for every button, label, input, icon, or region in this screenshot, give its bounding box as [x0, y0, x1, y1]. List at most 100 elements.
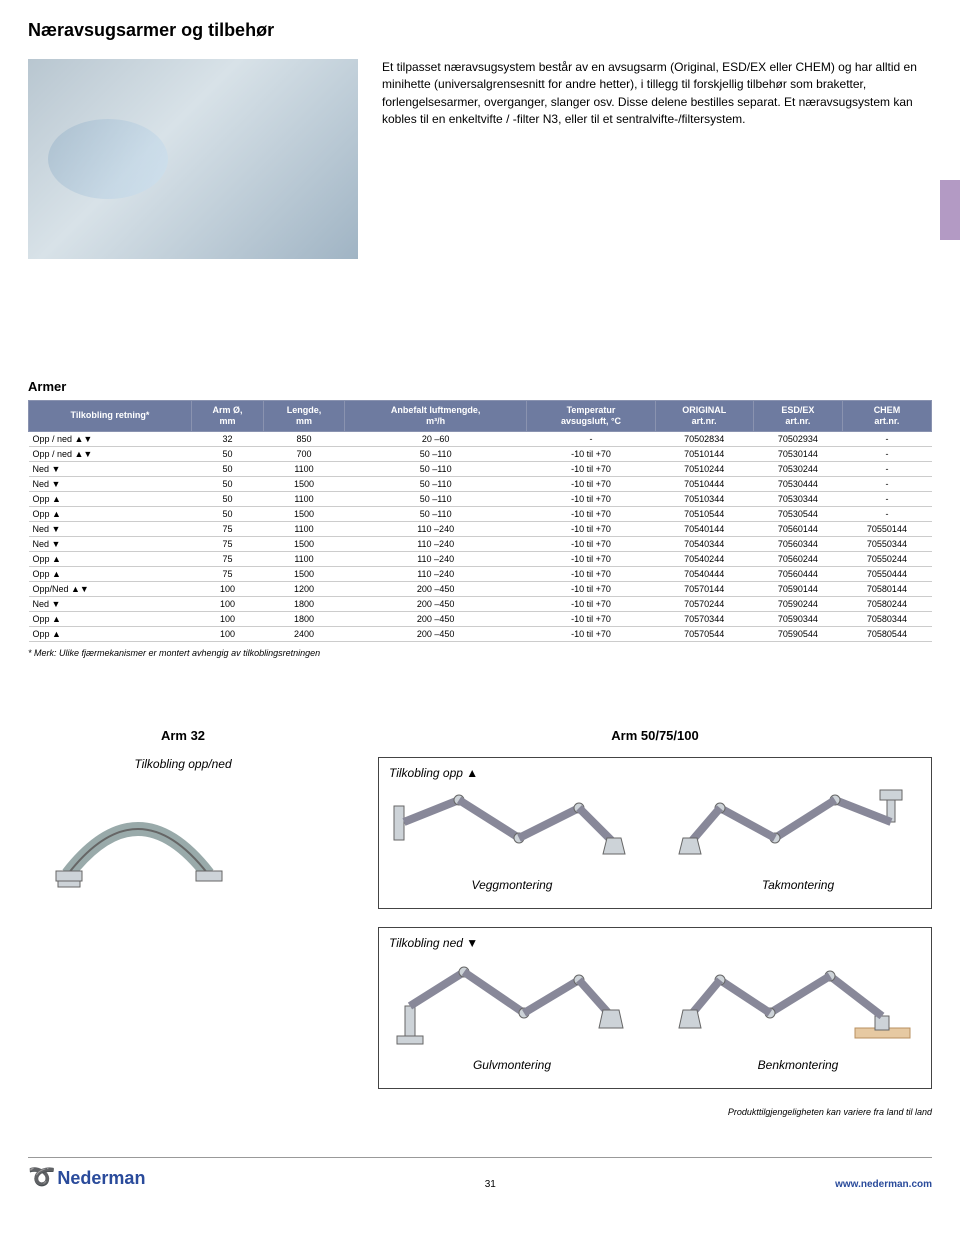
tilk-ned-label: Tilkobling ned ▼	[389, 936, 921, 950]
table-cell: 70580244	[842, 596, 931, 611]
table-cell: 70570344	[655, 611, 753, 626]
table-cell: 50 –110	[344, 491, 527, 506]
table-cell: -10 til +70	[527, 476, 655, 491]
table-cell: Opp / ned ▲▼	[29, 431, 192, 446]
page-title: Næravsugsarmer og tilbehør	[28, 20, 932, 41]
vegg-label: Veggmontering	[389, 878, 635, 892]
table-cell: 70560244	[753, 551, 842, 566]
table-cell: -10 til +70	[527, 446, 655, 461]
hero-image	[28, 59, 358, 259]
table-cell: Opp/Ned ▲▼	[29, 581, 192, 596]
table-cell: -	[842, 446, 931, 461]
table-cell: 110 –240	[344, 566, 527, 581]
table-cell: -10 til +70	[527, 506, 655, 521]
table-cell: 200 –450	[344, 596, 527, 611]
table-cell: 70510244	[655, 461, 753, 476]
table-cell: 1500	[264, 536, 345, 551]
table-cell: -	[842, 476, 931, 491]
table-cell: 110 –240	[344, 551, 527, 566]
table-cell: 70570244	[655, 596, 753, 611]
table-cell: -	[842, 461, 931, 476]
tilk-oppned-label: Tilkobling opp/ned	[28, 757, 338, 771]
table-cell: 200 –450	[344, 626, 527, 641]
table-cell: 1100	[264, 521, 345, 536]
table-cell: 70570544	[655, 626, 753, 641]
footer-url[interactable]: www.nederman.com	[835, 1179, 932, 1190]
table-cell: Opp ▲	[29, 611, 192, 626]
table-cell: 70510544	[655, 506, 753, 521]
table-cell: -	[842, 506, 931, 521]
availability-note: Produkttilgjengeligheten kan variere fra…	[28, 1107, 932, 1117]
table-row: Ned ▼751500110 –240-10 til +707054034470…	[29, 536, 932, 551]
table-row: Opp ▲50150050 –110-10 til +7070510544705…	[29, 506, 932, 521]
table-cell: 70540444	[655, 566, 753, 581]
box-opp: Tilkobling opp ▲ Veggmontering	[378, 757, 932, 909]
table-cell: 50 –110	[344, 446, 527, 461]
table-cell: 70590544	[753, 626, 842, 641]
table-cell: -10 til +70	[527, 581, 655, 596]
table-cell: 1500	[264, 506, 345, 521]
table-cell: Opp ▲	[29, 626, 192, 641]
table-cell: 75	[191, 521, 263, 536]
table-cell: 70550444	[842, 566, 931, 581]
table-cell: Opp ▲	[29, 491, 192, 506]
table-cell: 50 –110	[344, 506, 527, 521]
table-cell: 70510444	[655, 476, 753, 491]
table-cell: 70540144	[655, 521, 753, 536]
table-cell: 1100	[264, 551, 345, 566]
table-cell: Ned ▼	[29, 476, 192, 491]
table-cell: Ned ▼	[29, 521, 192, 536]
table-cell: 1500	[264, 566, 345, 581]
table-row: Opp ▲1001800200 –450-10 til +70705703447…	[29, 611, 932, 626]
brand-logo: ➰Nederman	[28, 1164, 145, 1190]
table-cell: 70550344	[842, 536, 931, 551]
table-cell: Opp ▲	[29, 551, 192, 566]
table-cell: 70570144	[655, 581, 753, 596]
table-cell: 50	[191, 461, 263, 476]
table-cell: 70580344	[842, 611, 931, 626]
table-cell: -10 til +70	[527, 611, 655, 626]
table-cell: Ned ▼	[29, 596, 192, 611]
table-cell: 70510144	[655, 446, 753, 461]
table-cell: 32	[191, 431, 263, 446]
table-row: Opp ▲751500110 –240-10 til +707054044470…	[29, 566, 932, 581]
table-cell: 70590144	[753, 581, 842, 596]
table-cell: 50 –110	[344, 461, 527, 476]
table-cell: -10 til +70	[527, 536, 655, 551]
table-header: Tilkobling retning*	[29, 401, 192, 432]
arm50-title: Arm 50/75/100	[378, 728, 932, 743]
table-cell: 70530544	[753, 506, 842, 521]
table-cell: 70590244	[753, 596, 842, 611]
table-cell: 100	[191, 581, 263, 596]
table-cell: Opp ▲	[29, 566, 192, 581]
table-cell: 50	[191, 446, 263, 461]
table-header: ESD/EXart.nr.	[753, 401, 842, 432]
table-cell: Ned ▼	[29, 536, 192, 551]
table-cell: 1200	[264, 581, 345, 596]
table-cell: 110 –240	[344, 536, 527, 551]
table-cell: 1100	[264, 461, 345, 476]
arm-bench-diagram	[675, 958, 915, 1058]
table-cell: 1800	[264, 611, 345, 626]
brand-text: Nederman	[57, 1168, 145, 1188]
table-row: Ned ▼50110050 –110-10 til +7070510244705…	[29, 461, 932, 476]
table-cell: 200 –450	[344, 611, 527, 626]
table-row: Opp ▲50110050 –110-10 til +7070510344705…	[29, 491, 932, 506]
table-row: Opp / ned ▲▼5070050 –110-10 til +7070510…	[29, 446, 932, 461]
table-header: Anbefalt luftmengde,m³/h	[344, 401, 527, 432]
arm-ceiling-diagram	[675, 788, 915, 878]
arm32-diagram	[28, 779, 248, 899]
table-cell: 110 –240	[344, 521, 527, 536]
intro-text: Et tilpasset næravsugsystem består av en…	[382, 59, 932, 259]
table-cell: 70502934	[753, 431, 842, 446]
table-cell: 70560444	[753, 566, 842, 581]
table-cell: 2400	[264, 626, 345, 641]
table-header: ORIGINALart.nr.	[655, 401, 753, 432]
side-tab	[940, 180, 960, 240]
footer: ➰Nederman 31 www.nederman.com	[28, 1157, 932, 1190]
table-header: Arm Ø,mm	[191, 401, 263, 432]
table-header: Temperaturavsugsluft, °C	[527, 401, 655, 432]
table-cell: 1100	[264, 491, 345, 506]
table-cell: Opp / ned ▲▼	[29, 446, 192, 461]
table-cell: Opp ▲	[29, 506, 192, 521]
